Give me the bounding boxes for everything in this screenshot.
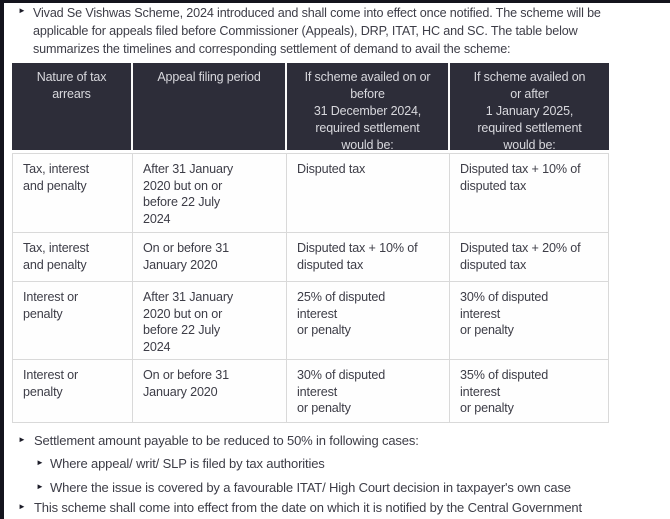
table-cell: 30% of disputed interest or penalty [287, 360, 450, 423]
intro-text: Vivad Se Vishwas Scheme, 2024 introduced… [33, 6, 601, 56]
intro-bullet-item: ► Vivad Se Vishwas Scheme, 2024 introduc… [18, 4, 663, 58]
note-effective-date: ► This scheme shall come into effect fro… [18, 500, 658, 515]
bullet-triangle-icon: ► [36, 458, 44, 467]
table-cell: After 31 January 2020 but on or before 2… [133, 153, 287, 233]
settlement-timeline-table: Nature of tax arrears Appeal filing peri… [12, 63, 609, 423]
table-body: Tax, interest and penalty After 31 Janua… [12, 153, 609, 423]
page-top-border [0, 0, 670, 3]
bullet-triangle-icon: ► [36, 482, 44, 491]
note-text: Settlement amount payable to be reduced … [34, 433, 419, 448]
table-cell: Tax, interest and penalty [12, 153, 133, 233]
table-cell: 35% of disputed interest or penalty [450, 360, 609, 423]
bullet-triangle-icon: ► [18, 502, 26, 511]
table-cell: Tax, interest and penalty [12, 233, 133, 282]
table-cell: Disputed tax + 10% of disputed tax [287, 233, 450, 282]
table-cell: Disputed tax + 10% of disputed tax [450, 153, 609, 233]
header-cell-availed-after-1-jan-2025: If scheme availed on or after 1 January … [473, 70, 586, 152]
table-cell: 25% of disputed interest or penalty [287, 282, 450, 360]
page-left-border [0, 0, 4, 519]
bullet-triangle-icon: ► [18, 435, 26, 444]
table-cell: Interest or penalty [12, 360, 133, 423]
table-cell: On or before 31 January 2020 [133, 360, 287, 423]
note-appeal-by-tax-authorities: ► Where appeal/ writ/ SLP is filed by ta… [36, 456, 596, 471]
table-header-row: Nature of tax arrears Appeal filing peri… [12, 63, 609, 152]
table-cell: 30% of disputed interest or penalty [450, 282, 609, 360]
table-cell: After 31 January 2020 but on or before 2… [133, 282, 287, 360]
note-text: Where appeal/ writ/ SLP is filed by tax … [50, 456, 325, 471]
note-favourable-decision: ► Where the issue is covered by a favour… [36, 480, 636, 495]
note-text: Where the issue is covered by a favourab… [50, 480, 571, 495]
bullet-triangle-icon: ► [18, 6, 26, 15]
header-cell-availed-before-31-dec-2024: If scheme availed on or before 31 Decemb… [287, 63, 450, 152]
note-text: This scheme shall come into effect from … [34, 500, 582, 515]
table-cell: Interest or penalty [12, 282, 133, 360]
header-cell-appeal-filing-period: Appeal filing period [133, 63, 287, 150]
note-settlement-reduction: ► Settlement amount payable to be reduce… [18, 433, 618, 448]
table-cell: Disputed tax + 20% of disputed tax [450, 233, 609, 282]
table-cell: On or before 31 January 2020 [133, 233, 287, 282]
header-cell-nature-of-tax-arrears: Nature of tax arrears [12, 63, 133, 150]
table-cell: Disputed tax [287, 153, 450, 233]
